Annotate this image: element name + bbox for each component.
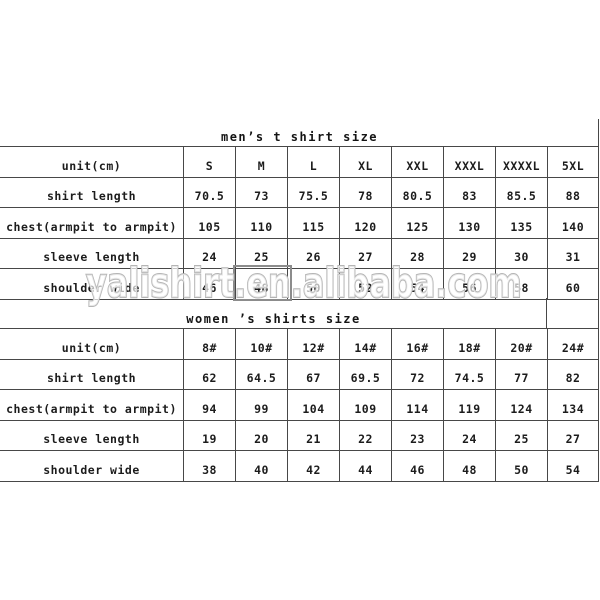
column-header: 20# — [495, 329, 547, 360]
size-value-cell: 114 — [391, 390, 443, 421]
column-header: S — [183, 147, 235, 178]
size-value-cell: 119 — [443, 390, 495, 421]
size-value-cell: 56 — [443, 269, 495, 300]
size-value-cell: 135 — [495, 208, 547, 239]
size-value-cell: 77 — [495, 359, 547, 390]
size-value-cell: 50 — [495, 451, 547, 482]
size-value-cell: 120 — [339, 208, 391, 239]
size-value-cell: 28 — [391, 238, 443, 269]
size-value-cell: 44 — [339, 451, 391, 482]
womens-size-table: unit(cm) 8# 10# 12# 14# 16# 18# 20# 24# shirt len… — [0, 328, 599, 482]
size-value-cell: 19 — [183, 420, 235, 451]
size-value-cell: 52 — [339, 269, 391, 300]
size-value-cell: 130 — [443, 208, 495, 239]
unit-label: unit(cm) — [0, 329, 183, 360]
size-value-cell: 73 — [235, 177, 287, 208]
size-value-cell: 25 — [495, 420, 547, 451]
size-value-cell: 38 — [183, 451, 235, 482]
column-header: XXXL — [443, 147, 495, 178]
mens-size-table: unit(cm) S M L XL XXL XXXL XXXXL 5XL shirt length… — [0, 146, 599, 300]
watermark-text: yalishirt.en.alibaba.com — [85, 259, 522, 307]
size-value-cell: 124 — [495, 390, 547, 421]
size-value-cell: 85.5 — [495, 177, 547, 208]
size-value-cell: 105 — [183, 208, 235, 239]
column-header: 12# — [287, 329, 339, 360]
size-value-cell: 125 — [391, 208, 443, 239]
column-header: 8# — [183, 329, 235, 360]
size-value-cell: 24 — [443, 420, 495, 451]
row-label: chest(armpit to armpit) — [0, 208, 183, 239]
grid-line-segment-gap-inner — [546, 298, 547, 328]
row-label: sleeve length — [0, 239, 183, 269]
column-header: XXXXL — [495, 147, 547, 178]
size-value-cell: 80.5 — [391, 177, 443, 208]
size-value-cell: 72 — [391, 359, 443, 390]
size-value-cell: 74.5 — [443, 359, 495, 390]
size-value-cell: 20 — [235, 420, 287, 451]
size-value-cell: 78 — [339, 177, 391, 208]
size-value-cell: 60 — [547, 269, 599, 300]
size-value-cell: 31 — [547, 238, 599, 269]
size-value-cell: 40 — [235, 451, 287, 482]
selected-cell-outline — [233, 265, 292, 301]
size-value-cell: 25 — [235, 238, 287, 269]
size-value-cell: 134 — [547, 390, 599, 421]
size-value-cell: 109 — [339, 390, 391, 421]
size-value-cell: 26 — [287, 238, 339, 269]
column-header: 24# — [547, 329, 599, 360]
size-value-cell: 46 — [183, 269, 235, 300]
size-value-cell: 94 — [183, 390, 235, 421]
size-value-cell: 27 — [339, 238, 391, 269]
row-label: shoulder wide — [0, 451, 183, 482]
size-value-cell: 88 — [547, 177, 599, 208]
size-value-cell: 82 — [547, 359, 599, 390]
womens-table-title: women ’s shirts size — [186, 312, 361, 326]
row-label: shirt length — [0, 178, 183, 208]
row-label: chest(armpit to armpit) — [0, 390, 183, 421]
size-value-cell: 24 — [183, 238, 235, 269]
size-value-cell: 64.5 — [235, 359, 287, 390]
size-value-cell: 67 — [287, 359, 339, 390]
size-value-cell: 83 — [443, 177, 495, 208]
size-value-cell: 27 — [547, 420, 599, 451]
size-value-cell: 104 — [287, 390, 339, 421]
column-header: 16# — [391, 329, 443, 360]
size-value-cell: 69.5 — [339, 359, 391, 390]
grid-line-segment-gap-right — [598, 298, 599, 328]
size-value-cell: 30 — [495, 238, 547, 269]
size-value-cell: 46 — [391, 451, 443, 482]
column-header: 10# — [235, 329, 287, 360]
row-label: sleeve length — [0, 421, 183, 451]
unit-label: unit(cm) — [0, 147, 183, 178]
size-value-cell: 54 — [547, 451, 599, 482]
size-value-cell: 50 — [287, 269, 339, 300]
size-value-cell: 22 — [339, 420, 391, 451]
column-header: 18# — [443, 329, 495, 360]
size-value-cell: 21 — [287, 420, 339, 451]
size-value-cell: 48 — [443, 451, 495, 482]
mens-table-title: men’s t shirt size — [220, 130, 379, 144]
column-header: L — [287, 147, 339, 178]
size-value-cell: 54 — [391, 269, 443, 300]
row-label: shoulder wide — [0, 269, 183, 300]
column-header: M — [235, 147, 287, 178]
grid-line-segment-title-right — [598, 119, 599, 146]
row-label: shirt length — [0, 360, 183, 390]
size-value-cell: 110 — [235, 208, 287, 239]
column-header: XXL — [391, 147, 443, 178]
column-header: 5XL — [547, 147, 599, 178]
size-value-cell: 99 — [235, 390, 287, 421]
column-header: 14# — [339, 329, 391, 360]
size-value-cell: 58 — [495, 269, 547, 300]
size-value-cell: 23 — [391, 420, 443, 451]
size-value-cell: 42 — [287, 451, 339, 482]
size-value-cell: 140 — [547, 208, 599, 239]
column-header: XL — [339, 147, 391, 178]
size-value-cell: 115 — [287, 208, 339, 239]
size-value-cell: 29 — [443, 238, 495, 269]
size-value-cell: 75.5 — [287, 177, 339, 208]
size-value-cell: 62 — [183, 359, 235, 390]
size-value-cell: 70.5 — [183, 177, 235, 208]
